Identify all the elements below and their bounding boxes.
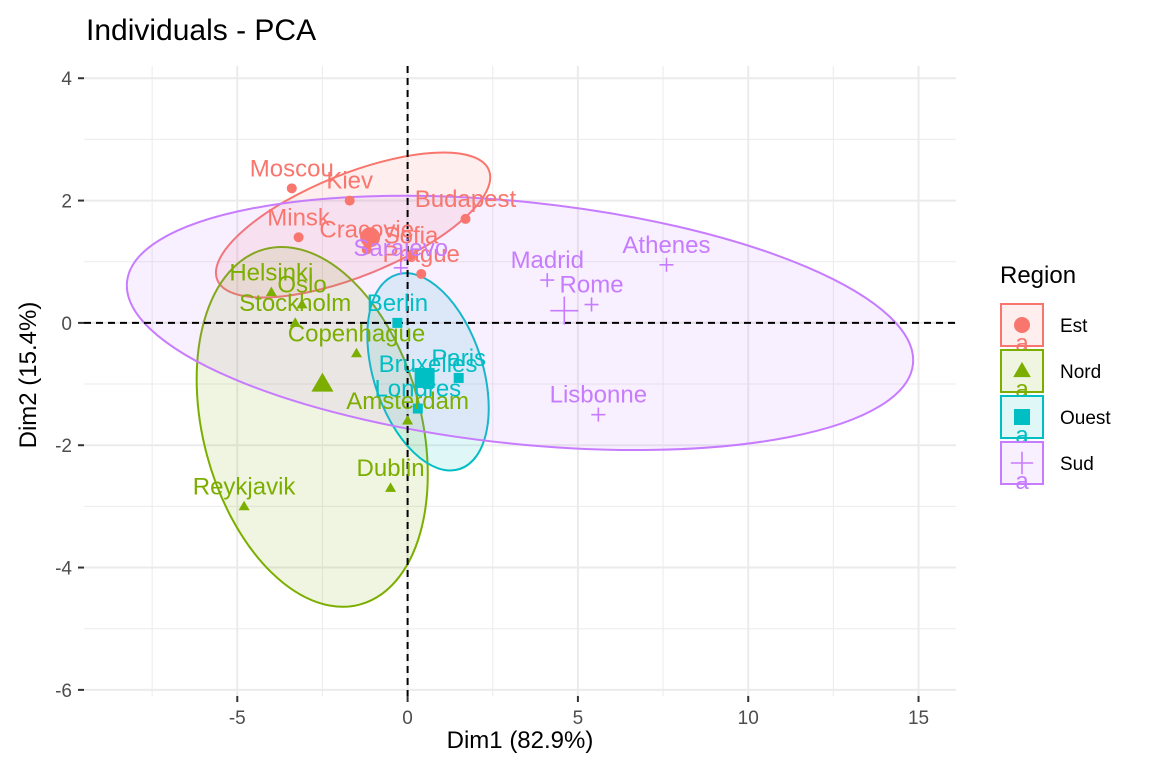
point-madrid: [540, 273, 555, 288]
point-label-sarajevo: Sarajevo: [353, 235, 448, 262]
centroid-nord: [311, 372, 334, 392]
point-label-copenhague: Copenhague: [288, 320, 425, 347]
x-tick-label: 10: [738, 708, 759, 729]
ellipse-est: [214, 151, 492, 299]
point-label-stockholm: Stockholm: [239, 290, 351, 317]
data-points: [238, 183, 674, 511]
legend-label-ouest: Ouest: [1060, 408, 1111, 429]
centroid-sud: [550, 296, 579, 325]
ellipse-nord: [195, 245, 429, 608]
point-prague: [416, 268, 427, 279]
y-axis-title: Dim2 (15.4%): [15, 302, 42, 449]
y-tick-label: -4: [55, 559, 72, 580]
legend-marker-nord: [1013, 361, 1031, 378]
point-label-bruxelles: Bruxelles: [379, 351, 478, 378]
legend-label-sud: Sud: [1060, 454, 1094, 475]
x-tick-label: 5: [573, 708, 584, 729]
point-label-kiev: Kiev: [326, 168, 373, 195]
point-rome: [584, 297, 599, 312]
point-label-oslo: Oslo: [277, 272, 326, 299]
point-label-budapest: Budapest: [415, 186, 517, 213]
legend-label-est: Est: [1060, 316, 1088, 337]
legend-key-est: [1000, 303, 1044, 347]
legend-marker-sud: [1010, 451, 1034, 475]
point-label-minsk: Minsk: [267, 204, 331, 231]
legend-title: Region: [1000, 262, 1076, 289]
axes: -5 0 5 10 15 -6 -4 -2 0 2 4: [55, 69, 929, 729]
point-label-madrid: Madrid: [511, 247, 584, 274]
point-copenhague: [350, 347, 363, 358]
legend-marker-ouest: [1014, 409, 1030, 425]
point-paris: [453, 372, 464, 383]
x-tick-label: 0: [402, 708, 413, 729]
point-label-dublin: Dublin: [357, 455, 425, 482]
centroid-est: [360, 227, 381, 248]
legend-marker-est: [1014, 317, 1030, 333]
point-lisbonne: [591, 407, 606, 422]
point-label-reykjavik: Reykjavik: [193, 473, 297, 500]
point-amsterdam: [402, 415, 414, 425]
point-helsinki: [265, 286, 277, 297]
chart-title: Individuals - PCA: [86, 14, 316, 47]
y-tick-label: -2: [55, 436, 72, 457]
point-label-paris: Paris: [431, 345, 486, 372]
point-kiev: [344, 195, 355, 206]
centroid-ouest: [414, 367, 435, 388]
point-label-moscou: Moscou: [250, 155, 334, 182]
x-tick-label: 15: [908, 708, 929, 729]
point-label-londres: Londres: [374, 376, 461, 403]
point-sarajevo: [393, 260, 408, 275]
point-label-berlin: Berlin: [367, 290, 428, 317]
point-reykjavik: [238, 500, 250, 511]
point-dublin: [385, 482, 397, 492]
y-tick-label: 2: [61, 192, 72, 213]
point-label-amsterdam: Amsterdam: [346, 388, 469, 415]
y-tick-label: 0: [61, 314, 72, 335]
x-tick-label: -5: [229, 708, 246, 729]
point-label-sofia: Sofia: [384, 223, 439, 250]
point-oslo: [296, 298, 308, 309]
point-londres: [412, 403, 423, 414]
point-label-athenes: Athenes: [622, 232, 710, 259]
x-axis-title: Dim1 (82.9%): [447, 727, 594, 754]
point-minsk: [293, 232, 304, 243]
point-label-prague: Prague: [383, 241, 460, 268]
y-tick-label: -6: [55, 681, 72, 702]
point-stockholm: [289, 317, 301, 327]
point-label-helsinki: Helsinki: [229, 259, 313, 286]
plot-panel: [84, 66, 956, 696]
legend-key-sud: [1000, 441, 1044, 485]
reference-lines: [84, 66, 956, 696]
y-tick-label: 4: [61, 69, 72, 90]
point-athenes: [659, 257, 674, 272]
point-sofia: [406, 250, 416, 261]
legend-label-nord: Nord: [1060, 362, 1101, 383]
point-label-cracovie: Cracovie: [319, 216, 414, 243]
point-berlin: [392, 317, 403, 328]
point-budapest: [460, 213, 471, 224]
point-label-rome: Rome: [560, 272, 624, 299]
point-label-lisbonne: Lisbonne: [550, 382, 647, 409]
point-moscou: [286, 183, 297, 194]
legend-key-letter: a: [1015, 468, 1029, 495]
